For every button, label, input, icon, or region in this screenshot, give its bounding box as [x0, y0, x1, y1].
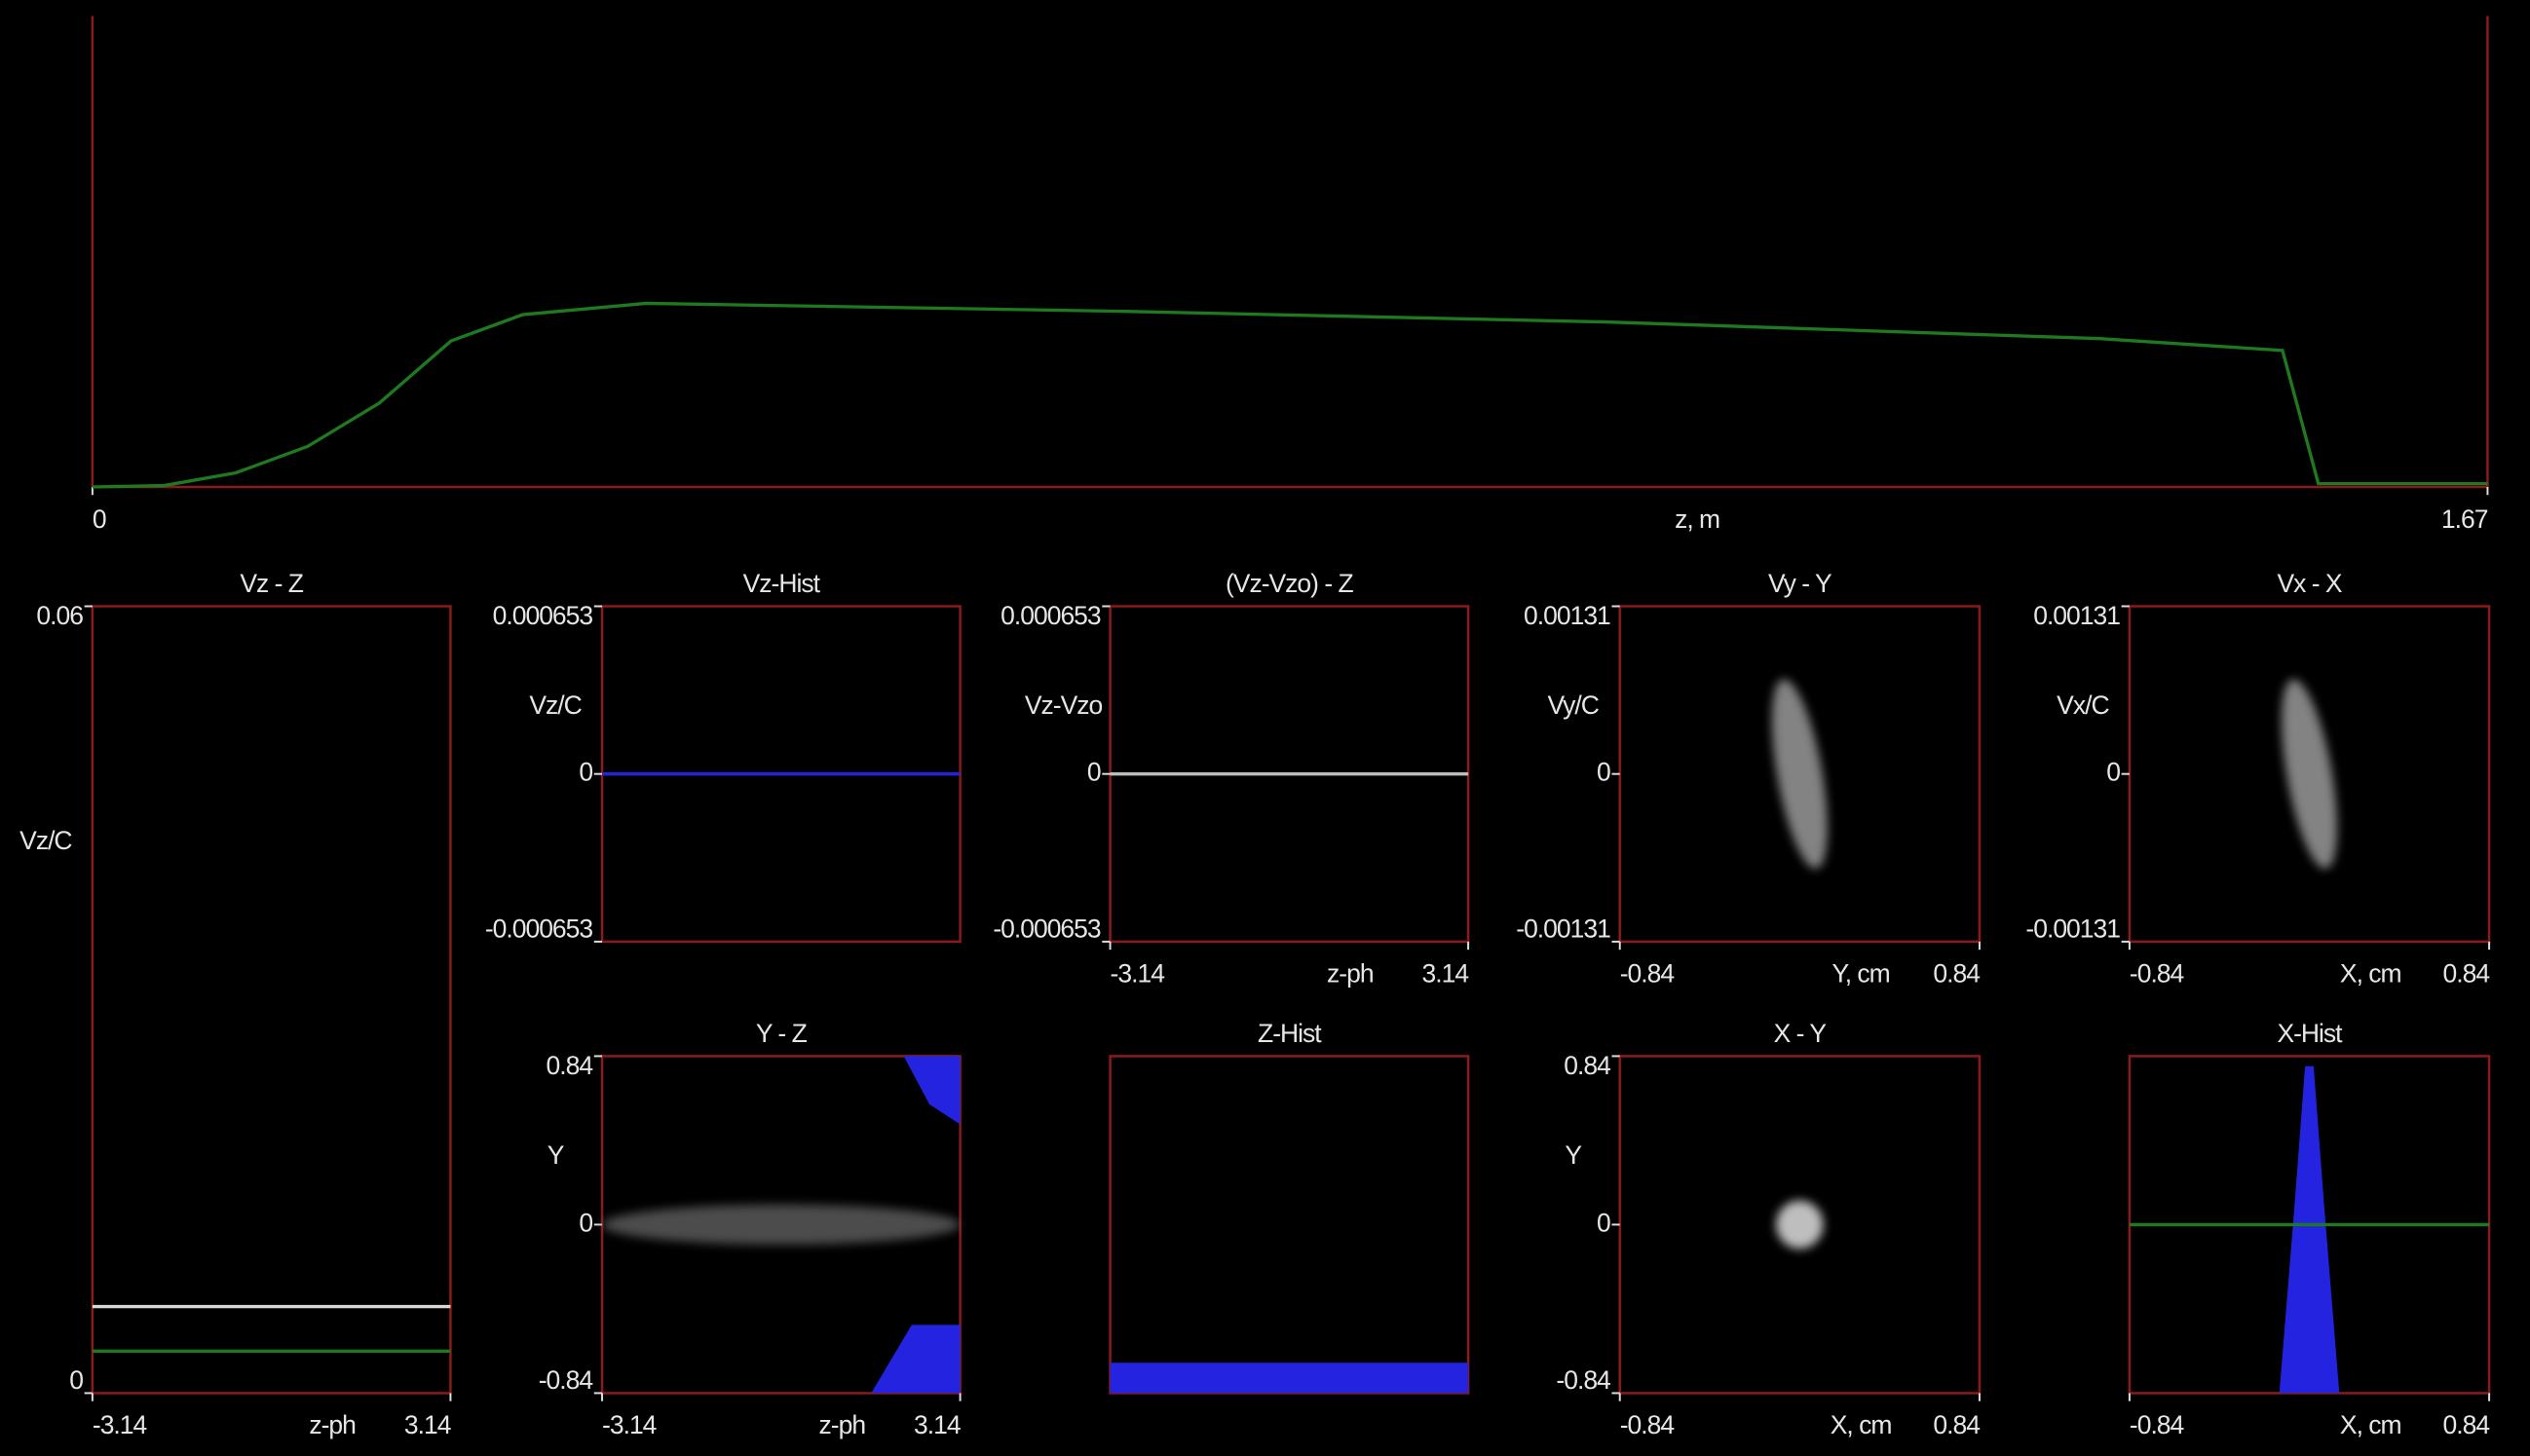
plot-frame	[91, 605, 452, 1395]
y-tick-label: 0.06	[36, 601, 83, 630]
x-tick-label: -0.84	[2130, 1410, 2184, 1439]
x-tick-label: 1.67	[2441, 504, 2488, 534]
x-tick-label: 3.14	[914, 1410, 961, 1439]
y-axis-label: Vx/C	[2057, 691, 2109, 720]
x-tick-label: -0.84	[1620, 959, 1675, 989]
y-axis-label: Vy/C	[1548, 691, 1600, 720]
y-tick-label: -0.84	[1556, 1365, 1610, 1395]
x-axis-label: z-ph	[819, 1410, 866, 1439]
x-axis-label: z, m	[1675, 504, 1719, 534]
y-axis-label: Y	[548, 1140, 565, 1170]
particle-region	[871, 1325, 961, 1394]
y-tick-label: 0	[1597, 1208, 1610, 1237]
y-tick-label: -0.84	[539, 1365, 593, 1395]
y-tick-label: 0	[2106, 758, 2120, 787]
y-tick-label: 0	[579, 758, 592, 787]
y-tick-label: 0.00131	[2033, 601, 2120, 630]
y-tick-label: 0	[69, 1365, 83, 1395]
plot-title: X-Hist	[2277, 1019, 2343, 1048]
x-tick-label: -0.84	[2130, 959, 2184, 989]
y-tick-label: 0.000653	[1001, 601, 1101, 630]
y-tick-label: -0.00131	[1516, 914, 1610, 943]
particle-cloud	[2282, 679, 2337, 869]
plot-title: Z-Hist	[1258, 1019, 1322, 1048]
particle-cloud	[1771, 679, 1828, 869]
particle-cloud	[602, 1204, 961, 1246]
x-axis-label: Y, cm	[1831, 959, 1889, 989]
y-tick-label: -0.00131	[2025, 914, 2120, 943]
hist-bar	[1110, 1363, 1469, 1394]
x-axis-label: X, cm	[2340, 959, 2401, 989]
plot-title: Vx - X	[2277, 569, 2342, 598]
particle-cloud	[1776, 1200, 1824, 1250]
x-axis-label: z-ph	[309, 1410, 356, 1439]
y-tick-label: 0	[579, 1208, 592, 1237]
y-axis-label: Y	[1565, 1140, 1582, 1170]
data-line	[92, 301, 2488, 489]
plot-title: Vy - Y	[1768, 569, 1832, 598]
y-tick-label: -0.000653	[485, 914, 593, 943]
x-tick-label: -3.14	[93, 1410, 147, 1439]
x-tick-label: 0	[93, 504, 106, 534]
y-axis-label: Vz/C	[529, 691, 582, 720]
y-tick-label: 0	[1597, 758, 1610, 787]
x-tick-label: 0.84	[2443, 1410, 2490, 1439]
x-tick-label: 3.14	[404, 1410, 451, 1439]
y-tick-label: 0.84	[547, 1051, 593, 1080]
x-tick-label: -3.14	[1111, 959, 1165, 989]
hist-area	[2279, 1065, 2340, 1394]
x-tick-label: -3.14	[602, 1410, 657, 1439]
y-tick-label: 0.84	[1564, 1051, 1610, 1080]
particle-region	[903, 1056, 961, 1125]
x-axis-label: z-ph	[1327, 959, 1374, 989]
x-tick-label: 3.14	[1422, 959, 1469, 989]
x-tick-label: 0.84	[1933, 1410, 1980, 1439]
y-axis-label: Vz-Vzo	[1025, 691, 1103, 720]
x-tick-label: 0.84	[1933, 959, 1980, 989]
x-axis-label: X, cm	[1831, 1410, 1892, 1439]
plot-title: X - Y	[1774, 1019, 1828, 1048]
plot-title: Vz - Z	[240, 569, 303, 598]
plot-title: Y - Z	[756, 1019, 808, 1048]
y-tick-label: 0.00131	[1524, 601, 1610, 630]
plot-title: Vz-Hist	[743, 569, 821, 598]
x-tick-label: 0.84	[2443, 959, 2490, 989]
y-tick-label: 0.000653	[493, 601, 593, 630]
plot-title: (Vz-Vzo) - Z	[1226, 569, 1354, 598]
y-axis-label: Vz/C	[19, 826, 72, 855]
x-axis-label: X, cm	[2340, 1410, 2401, 1439]
y-tick-label: -0.000653	[993, 914, 1101, 943]
y-tick-label: 0	[1087, 758, 1101, 787]
x-tick-label: -0.84	[1620, 1410, 1675, 1439]
